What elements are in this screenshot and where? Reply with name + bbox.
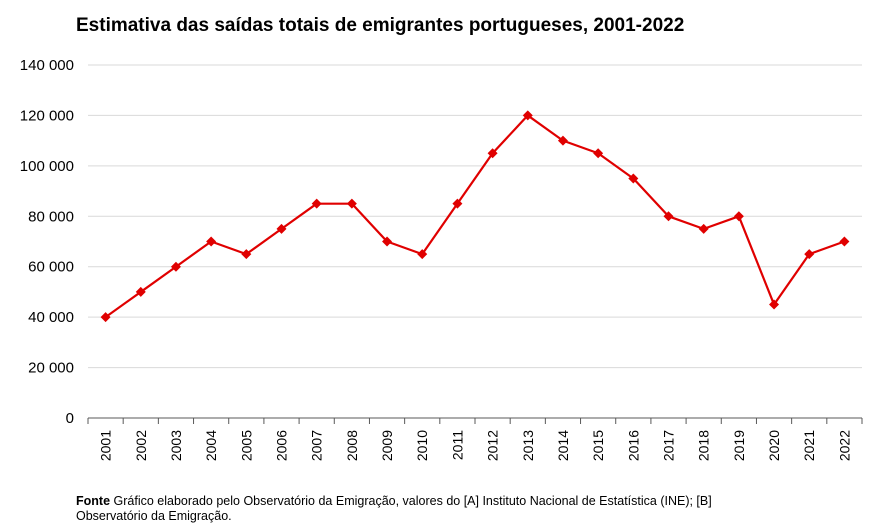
x-axis: [87, 417, 863, 424]
gridlines: [88, 64, 862, 369]
series-line: [104, 114, 845, 319]
x-tick-label: 2001: [98, 430, 114, 461]
x-tick-label: 2004: [203, 430, 219, 461]
data-point: [487, 148, 498, 159]
x-tick-label: 2009: [379, 430, 395, 461]
x-tick-label: 2006: [274, 430, 290, 461]
chart-title: Estimativa das saídas totais de emigrant…: [76, 15, 685, 36]
x-tick-label: 2007: [309, 430, 325, 461]
y-tick-label: 40 000: [28, 309, 74, 326]
data-point: [206, 236, 217, 247]
series-line-path: [104, 114, 845, 319]
data-point: [346, 198, 357, 209]
x-tick-label: 2016: [625, 430, 641, 461]
y-tick-label: 20 000: [28, 360, 74, 377]
x-tick-label: 2012: [485, 430, 501, 461]
data-point: [170, 261, 181, 272]
data-point: [452, 198, 463, 209]
data-point: [733, 211, 744, 222]
source-note: Fonte Gráfico elaborado pelo Observatóri…: [76, 494, 776, 524]
y-tick-label: 140 000: [20, 57, 74, 74]
data-point: [804, 249, 815, 260]
data-point: [522, 110, 533, 121]
x-tick-label: 2002: [133, 430, 149, 461]
x-axis-tick-labels: 2001 2002 2003 2004 2005 2006 2007 2008 2009 2010…: [98, 430, 853, 461]
x-tick-label: 2022: [836, 430, 852, 461]
y-tick-label: 60 000: [28, 259, 74, 276]
y-tick-label: 0: [66, 410, 74, 427]
data-point: [417, 249, 428, 260]
data-markers: [100, 110, 850, 323]
x-tick-label: 2021: [801, 430, 817, 461]
data-point: [839, 236, 850, 247]
data-point: [593, 148, 604, 159]
source-label: Fonte: [76, 494, 111, 508]
data-point: [769, 299, 780, 310]
x-tick-label: 2003: [168, 430, 184, 461]
data-point: [311, 198, 322, 209]
x-tick-label: 2011: [449, 430, 465, 460]
x-tick-label: 2018: [696, 430, 712, 461]
y-axis-tick-labels: 0 20 000 40 000 60 000 80 000 100 000 120 000 1…: [20, 57, 74, 427]
y-tick-label: 120 000: [20, 107, 74, 124]
data-point: [382, 236, 393, 247]
x-tick-label: 2015: [590, 430, 606, 461]
x-tick-label: 2014: [555, 430, 571, 461]
data-point: [135, 286, 146, 297]
x-tick-label: 2008: [344, 430, 360, 461]
data-point: [100, 312, 111, 323]
y-tick-label: 80 000: [28, 208, 74, 225]
data-point: [628, 173, 639, 184]
x-tick-label: 2019: [731, 430, 747, 461]
y-tick-label: 100 000: [20, 158, 74, 175]
source-text: Gráfico elaborado pelo Observatório da E…: [76, 494, 712, 523]
x-tick-label: 2020: [766, 430, 782, 461]
x-tick-label: 2013: [520, 430, 536, 461]
data-point: [241, 249, 252, 260]
x-tick-label: 2010: [414, 430, 430, 461]
data-point: [276, 223, 287, 234]
x-tick-label: 2005: [238, 430, 254, 461]
data-point: [557, 135, 568, 146]
data-point: [698, 223, 709, 234]
data-point: [663, 211, 674, 222]
x-tick-label: 2017: [661, 430, 677, 461]
